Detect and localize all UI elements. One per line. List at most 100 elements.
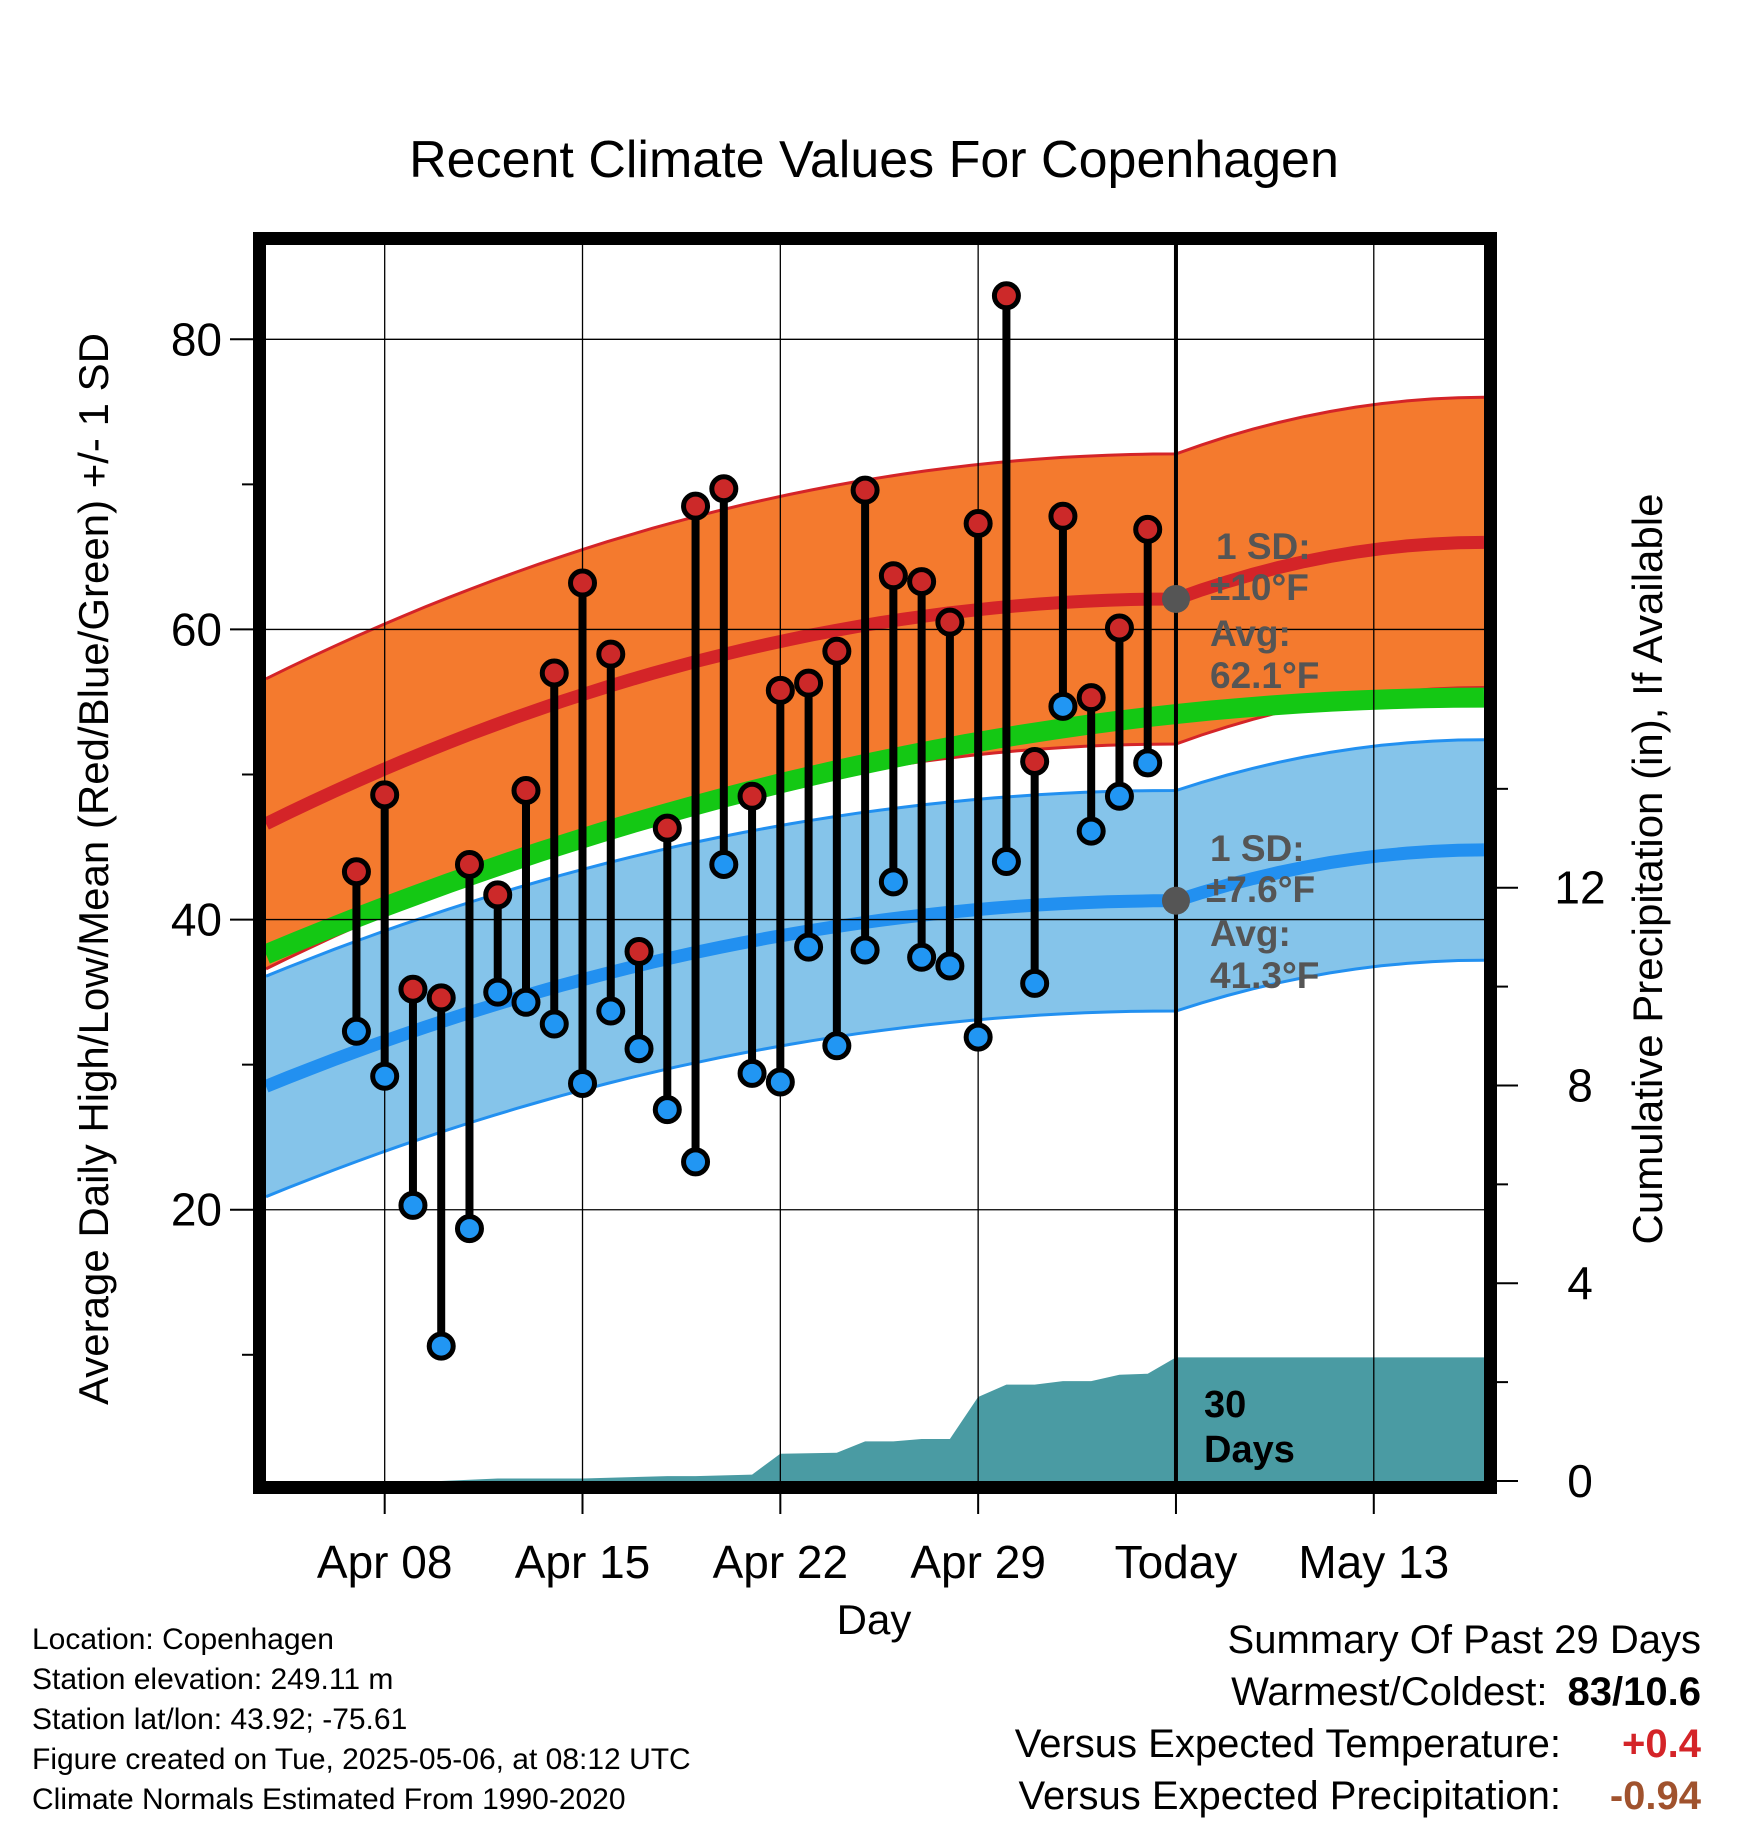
low-band-annotation: 1 SD: ±7.6°F Avg: 41.3°F	[1206, 828, 1319, 996]
daily-high-point	[850, 475, 880, 505]
temp-delta-value: +0.4	[1622, 1722, 1701, 1766]
y-left-tick-label: 60	[171, 603, 222, 655]
daily-high-point	[370, 780, 400, 810]
daily-high-point	[1076, 683, 1106, 713]
daily-low-point	[907, 942, 937, 972]
daily-low-point	[963, 1022, 993, 1052]
daily-high-point	[794, 668, 824, 698]
daily-low-point	[822, 1031, 852, 1061]
normal-low-marker	[1161, 886, 1190, 915]
elevation-text: Station elevation: 249.11 m	[32, 1663, 394, 1696]
normal-high-band	[266, 397, 1484, 969]
x-tick-label: May 13	[1298, 1536, 1449, 1588]
daily-low-point	[539, 1009, 569, 1039]
x-tick-label: Apr 22	[713, 1536, 849, 1588]
daily-high-point	[709, 474, 739, 504]
plot-frame	[253, 232, 1497, 1494]
daily-low-point	[709, 849, 739, 879]
daily-low-point	[341, 1016, 371, 1046]
daily-low-point	[1020, 968, 1050, 998]
normals-text: Climate Normals Estimated From 1990-2020	[32, 1783, 626, 1816]
x-tick-label: Today	[1115, 1536, 1238, 1588]
y-right-tick-label: 12	[1554, 862, 1605, 914]
precip-area	[266, 1357, 1484, 1481]
daily-low-point	[737, 1058, 767, 1088]
x-tick-label: Apr 08	[317, 1536, 453, 1588]
daily-low-point	[850, 935, 880, 965]
daily-low-point	[454, 1214, 484, 1244]
precip-delta-value: -0.94	[1609, 1774, 1701, 1818]
y-right-tick-label: 0	[1567, 1455, 1593, 1507]
daily-high-point	[681, 491, 711, 521]
daily-high-point	[822, 636, 852, 666]
daily-high-point	[652, 813, 682, 843]
daily-high-point	[963, 509, 993, 539]
daily-high-point	[907, 567, 937, 597]
summary-heading-row: Summary Of Past 29 Days	[1015, 1618, 1701, 1670]
warmest-coldest-label: Warmest/Coldest:	[1231, 1670, 1548, 1714]
plot-area: 20 40 60 80 0 4 8 12 Apr 08 Apr 15 Apr 22 Apr 29 Tod…	[171, 232, 1606, 1588]
daily-low-point	[878, 867, 908, 897]
daily-low-point	[652, 1095, 682, 1125]
station-info: Location: Copenhagen Station elevation: …	[32, 1620, 691, 1820]
normal-low-line	[263, 843, 1485, 1093]
daily-low-point	[1076, 816, 1106, 846]
daily-high-point	[991, 281, 1021, 311]
daily-low-point	[681, 1147, 711, 1177]
daily-high-point	[398, 974, 428, 1004]
x-tick-label: Apr 15	[515, 1536, 651, 1588]
daily-high-point	[568, 568, 598, 598]
chart-title: Recent Climate Values For Copenhagen	[409, 131, 1339, 189]
y-right-tick-label: 4	[1567, 1257, 1593, 1309]
daily-low-point	[370, 1061, 400, 1091]
daily-low-point	[483, 977, 513, 1007]
daily-low-point	[624, 1034, 654, 1064]
summary-panel: Summary Of Past 29 Days Warmest/Coldest:…	[1015, 1618, 1701, 1826]
daily-high-point	[878, 561, 908, 591]
daily-low-point	[1104, 781, 1134, 811]
high-band-annotation: 1 SD: ±10°F Avg: 62.1°F	[1210, 526, 1319, 696]
low-sd-value: ±7.6°F	[1206, 869, 1315, 910]
y-right-axis-label: Cumulative Precipitation (in), If Availa…	[1624, 494, 1671, 1245]
warmest-coldest-value: 83/10.6	[1567, 1670, 1701, 1714]
daily-high-point	[483, 880, 513, 910]
high-avg-title: Avg:	[1210, 613, 1291, 654]
daily-low-point	[568, 1069, 598, 1099]
daily-high-point	[1104, 613, 1134, 643]
normal-high-marker	[1161, 584, 1190, 613]
daily-high-point	[935, 607, 965, 637]
temp-delta-row: Versus Expected Temperature: +0.4	[1015, 1722, 1701, 1774]
high-sd-title: 1 SD:	[1216, 526, 1311, 567]
daily-low-point	[426, 1331, 456, 1361]
days-label: Days	[1204, 1429, 1295, 1471]
y-left-tick-label: 80	[171, 313, 222, 365]
x-axis-label: Day	[837, 1596, 912, 1643]
daily-low-point	[794, 932, 824, 962]
summary-heading: Summary Of Past 29 Days	[1227, 1618, 1701, 1662]
daily-high-point	[341, 857, 371, 887]
daily-high-point	[539, 658, 569, 688]
normal-high-line	[263, 535, 1485, 830]
latlon-text: Station lat/lon: 43.92; -75.61	[32, 1703, 408, 1736]
warmest-coldest-row: Warmest/Coldest: 83/10.6	[1015, 1670, 1701, 1722]
daily-high-point	[737, 781, 767, 811]
daily-high-point	[765, 675, 795, 705]
y-left-axis-label: Average Daily High/Low/Mean (Red/Blue/Gr…	[70, 333, 117, 1405]
daily-low-point	[398, 1190, 428, 1220]
precip-delta-row: Versus Expected Precipitation: -0.94	[1015, 1774, 1701, 1826]
high-sd-value: ±10°F	[1210, 567, 1309, 608]
daily-high-point	[1133, 514, 1163, 544]
high-avg-value: 62.1°F	[1210, 655, 1319, 696]
daily-low-point	[596, 996, 626, 1026]
y-right-tick-label: 8	[1567, 1059, 1593, 1111]
x-tick-label: Apr 29	[910, 1536, 1046, 1588]
daily-high-point	[426, 983, 456, 1013]
daily-low-point	[765, 1067, 795, 1097]
low-band-upper-edge	[265, 738, 1485, 978]
created-text: Figure created on Tue, 2025-05-06, at 08…	[32, 1743, 691, 1776]
days-count: 30	[1204, 1384, 1246, 1426]
daily-low-point	[1048, 691, 1078, 721]
daily-low-point	[1133, 748, 1163, 778]
daily-high-point	[624, 936, 654, 966]
